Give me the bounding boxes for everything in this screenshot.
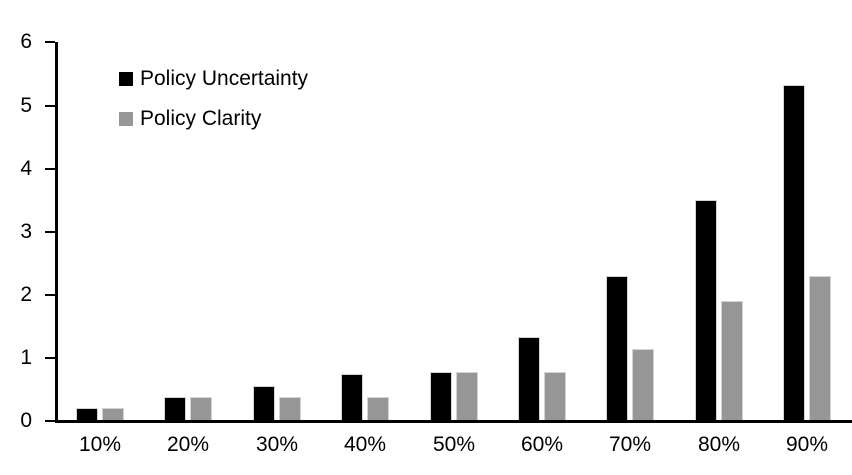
x-tick-label: 50% [432,433,476,456]
bar-uncertainty [341,374,363,421]
legend-label: Policy Clarity [140,107,262,130]
y-tick-mark [45,41,55,44]
x-tick-label: 90% [785,433,829,456]
legend-item: Policy Uncertainty [119,67,308,91]
bar-uncertainty [164,397,186,421]
y-tick-label: 4 [20,156,32,180]
y-tick-mark [45,104,55,107]
bar-uncertainty [253,386,275,421]
bar-clarity [367,397,389,421]
bar-clarity [809,276,831,421]
legend: Policy Uncertainty Policy Clarity [119,67,308,147]
y-tick-mark [45,293,55,296]
bar-clarity [190,397,212,421]
y-tick-label: 6 [20,30,32,54]
y-tick-mark [45,420,55,422]
legend-swatch-icon [119,72,133,86]
y-tick-label: 3 [20,219,32,243]
bar-uncertainty [518,337,540,421]
x-tick-label: 30% [255,433,299,456]
x-tick-label: 70% [608,433,652,456]
bar-uncertainty [76,408,98,421]
y-tick-mark [45,230,55,233]
y-tick-mark [45,356,55,359]
x-tick-label: 10% [78,433,122,456]
x-tick-label: 40% [343,433,387,456]
bar-clarity [456,372,478,421]
bar-uncertainty [783,85,805,421]
legend-label: Policy Uncertainty [140,67,309,90]
y-tick-label: 1 [20,345,32,369]
x-tick-label: 80% [697,433,741,456]
x-tick-label: 20% [166,433,210,456]
x-axis-line [55,420,852,423]
y-tick-label: 5 [20,93,32,117]
bar-clarity [102,408,124,421]
bar-clarity [279,397,301,421]
legend-item: Policy Clarity [119,107,308,131]
y-tick-label: 2 [20,282,32,306]
y-tick-label: 0 [20,409,32,432]
bar-clarity [544,372,566,421]
y-axis-line [55,42,58,423]
bar-uncertainty [606,276,628,421]
bar-clarity [632,349,654,421]
legend-swatch-icon [119,112,133,126]
y-tick-mark [45,167,55,170]
x-tick-label: 60% [520,433,564,456]
bar-uncertainty [695,200,717,421]
bar-uncertainty [430,372,452,421]
bar-clarity [721,301,743,421]
